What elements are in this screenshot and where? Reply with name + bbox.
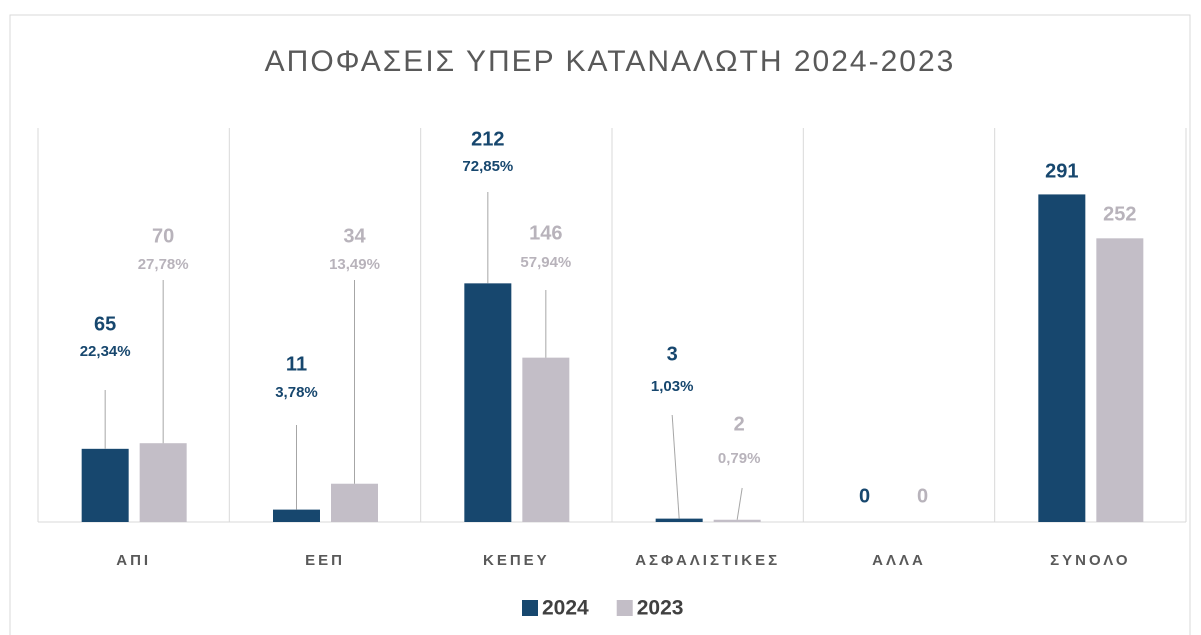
x-tick-label: ΑΛΛΑ [872, 552, 926, 569]
chart-border [9, 14, 1191, 635]
value-label: 212 [471, 128, 504, 150]
value-label: 3 [667, 343, 678, 365]
bar [464, 283, 512, 522]
value-label: 65 [94, 313, 116, 335]
leader-line [671, 414, 680, 519]
value-label: 0 [917, 485, 928, 507]
x-tick-label: ΕΕΠ [305, 552, 345, 569]
legend-label: 2023 [637, 597, 684, 620]
legend-swatch [522, 600, 538, 616]
bar [139, 443, 187, 522]
bar [1096, 238, 1144, 522]
x-tick-label: ΣΥΝΟΛΟ [1050, 552, 1130, 569]
value-label: 11 [286, 353, 307, 375]
leader-line [736, 487, 743, 520]
bar [655, 518, 703, 522]
legend-swatch [616, 600, 633, 616]
bar [522, 357, 570, 522]
x-tick-label: ΑΠΙ [116, 552, 151, 569]
percent-label: 27,78% [138, 256, 189, 273]
bar [273, 509, 320, 522]
value-label: 291 [1045, 160, 1078, 182]
value-label: 2 [734, 413, 745, 435]
percent-label: 3,78% [275, 384, 318, 401]
legend-label: 2024 [542, 597, 589, 620]
x-tick-label: ΑΣΦΑΛΙΣΤΙΚΕΣ [635, 552, 780, 569]
percent-label: 72,85% [462, 158, 513, 175]
value-label: 70 [152, 225, 174, 247]
x-tick-label: ΚΕΠΕΥ [483, 552, 550, 569]
percent-label: 0,79% [718, 450, 761, 467]
percent-label: 13,49% [329, 256, 380, 273]
bar [331, 483, 378, 522]
percent-label: 22,34% [80, 343, 131, 360]
value-label: 34 [343, 225, 366, 247]
percent-label: 1,03% [651, 378, 694, 395]
value-label: 146 [529, 222, 562, 244]
bar [1038, 194, 1086, 522]
chart-title: ΑΠΟΦΑΣΕΙΣ ΥΠΕΡ ΚΑΤΑΝΑΛΩΤΗ 2024-2023 [265, 45, 956, 78]
value-label: 252 [1103, 203, 1136, 225]
bar [713, 519, 761, 522]
percent-label: 57,94% [520, 254, 571, 271]
bar [81, 448, 129, 522]
value-label: 0 [859, 485, 870, 507]
